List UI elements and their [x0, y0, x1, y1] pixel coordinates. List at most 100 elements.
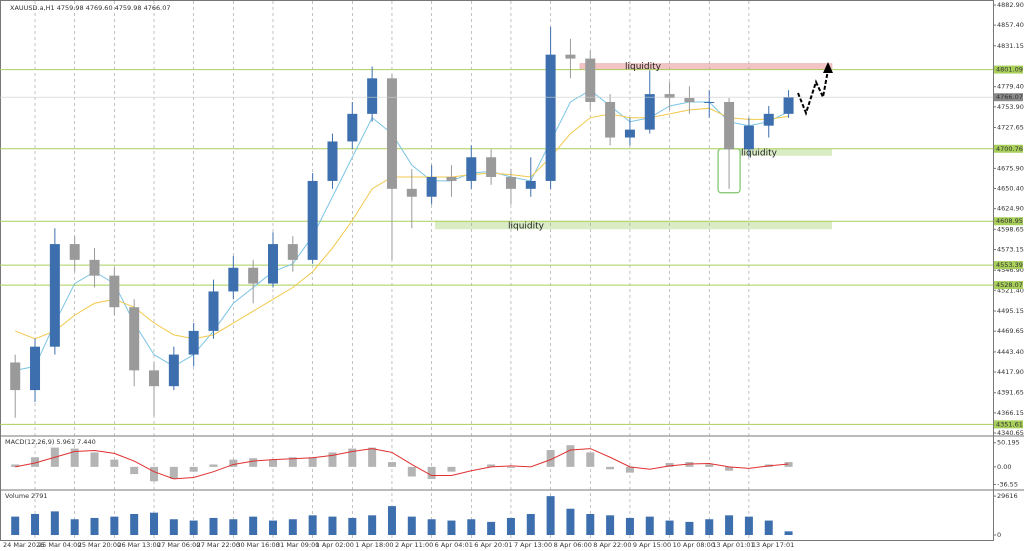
- candle-body: [624, 129, 635, 138]
- macd-bar: [387, 462, 396, 467]
- x-tick-label: 25 Mar 04:00: [38, 541, 81, 549]
- candle-body: [347, 113, 358, 142]
- candle-body: [426, 176, 437, 197]
- y-tick-label: 4443.40: [997, 348, 1024, 356]
- x-tick-label: 13 Apr 17:01: [752, 541, 794, 549]
- x-tick-label: 2 Apr 11:00: [395, 541, 433, 549]
- level-label: 4553.39: [996, 261, 1023, 269]
- candle-body: [545, 54, 556, 181]
- volume-bar: [368, 515, 377, 535]
- y-tick-label: 4573.15: [997, 245, 1024, 253]
- candle-body: [149, 370, 160, 387]
- macd-bar: [348, 448, 357, 467]
- candle-body: [89, 259, 100, 276]
- y-tick-label: 4598.65: [997, 225, 1024, 233]
- volume-bar: [705, 519, 714, 535]
- macd-bar: [110, 459, 119, 467]
- macd-bar: [407, 466, 416, 477]
- volume-bar: [487, 521, 496, 535]
- y-tick-label: 4650.40: [997, 185, 1024, 193]
- candle-body: [327, 141, 338, 181]
- volume-bar: [348, 517, 357, 535]
- moving-average: [15, 89, 789, 371]
- volume-bar: [764, 520, 773, 535]
- macd-bar: [11, 464, 20, 467]
- x-tick-label: 27 Mar 22:00: [197, 541, 240, 549]
- arrow-head: [823, 62, 833, 73]
- candle-body: [228, 267, 239, 292]
- macd-bar: [308, 457, 317, 467]
- y-tick-label: 4727.65: [997, 124, 1024, 132]
- macd-bar: [447, 466, 456, 472]
- candle-body: [505, 176, 516, 189]
- chart-title: XAUUSD.a,H1 4759.98 4769.60 4759.98 4766…: [10, 4, 170, 12]
- x-tick-label: 6 Apr 20:01: [474, 541, 512, 549]
- volume-bar: [665, 520, 674, 535]
- y-tick-label: 50.195: [997, 439, 1020, 447]
- macd-bar: [130, 466, 139, 475]
- volume-bar: [546, 496, 555, 535]
- volume-bar: [328, 516, 337, 535]
- macd-bar: [90, 452, 99, 467]
- macd-bar: [625, 466, 634, 473]
- macd-bar: [487, 464, 496, 467]
- level-label: 4528.07: [996, 281, 1023, 289]
- y-tick-label: 4675.90: [997, 164, 1024, 172]
- volume-bar: [506, 517, 515, 535]
- level-label-bg: [994, 217, 1023, 226]
- candle-body: [69, 244, 80, 260]
- last-price-bg: [994, 93, 1023, 102]
- volume-bar: [447, 520, 456, 535]
- macd-bar: [606, 466, 615, 470]
- volume-bar: [606, 515, 615, 535]
- liquidity-zone: [740, 148, 832, 156]
- macd-bar: [268, 459, 277, 467]
- macd-bar: [566, 445, 575, 467]
- macd-bar: [150, 466, 159, 482]
- liquidity-zone: [435, 221, 832, 230]
- y-tick-label: -36.55: [997, 480, 1018, 488]
- volume-bar: [387, 506, 396, 535]
- level-label: 4801.09: [996, 66, 1023, 74]
- x-tick-label: 24 Mar 2026: [3, 541, 44, 549]
- candle-body: [724, 102, 735, 150]
- volume-bar: [189, 520, 198, 535]
- macd-bar: [725, 466, 734, 471]
- annotation: liquidity: [741, 148, 778, 158]
- volume-bar: [11, 516, 20, 535]
- volume-bar: [249, 516, 258, 535]
- volume-bar: [526, 514, 535, 535]
- y-tick-label: 4469.65: [997, 327, 1024, 335]
- macd-bar: [31, 457, 40, 467]
- candle-body: [585, 58, 596, 103]
- macd-bar: [586, 452, 595, 467]
- x-tick-label: 1 Apr 02:00: [316, 541, 354, 549]
- candle-body: [267, 244, 278, 284]
- x-tick-label: 1 Apr 18:00: [355, 541, 393, 549]
- candle-body: [248, 267, 259, 284]
- x-tick-label: 31 Mar 09:00: [276, 541, 319, 549]
- x-tick-label: 26 Mar 13:00: [117, 541, 160, 549]
- level-label-bg: [994, 261, 1023, 270]
- level-label: 4608.95: [996, 217, 1023, 225]
- candle-body: [743, 125, 754, 150]
- volume-bar: [268, 520, 277, 535]
- candle-body: [644, 94, 655, 130]
- y-tick-label: 4831.15: [997, 42, 1024, 50]
- y-tick-label: 4521.40: [997, 286, 1024, 294]
- candle-body: [188, 330, 199, 355]
- y-tick-label: 4366.15: [997, 409, 1024, 417]
- volume-bar: [685, 521, 694, 535]
- macd-bar: [546, 450, 555, 467]
- candle-body: [684, 98, 695, 103]
- candle-body: [565, 54, 576, 59]
- volume-bar: [150, 512, 159, 535]
- level-label-bg: [994, 420, 1023, 429]
- volume-bar: [90, 517, 99, 535]
- x-tick-label: 30 Mar 16:00: [236, 541, 279, 549]
- volume-bar: [229, 519, 238, 535]
- candle-body: [783, 97, 794, 114]
- y-tick-label: 4882.90: [997, 1, 1024, 9]
